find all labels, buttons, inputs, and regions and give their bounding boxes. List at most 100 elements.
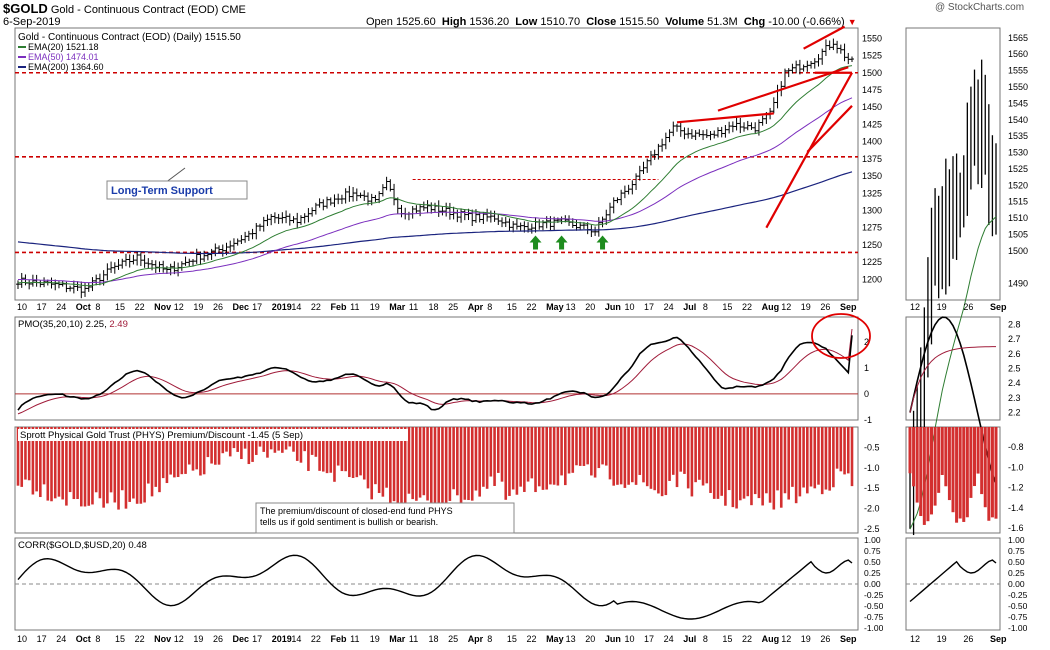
watermark: @ StockCharts.com — [935, 2, 1025, 13]
phys-bar — [724, 427, 727, 506]
phys-tick-label: -1.0 — [864, 463, 880, 473]
phys-bar — [333, 427, 336, 482]
phys-tick-label: -1.5 — [864, 483, 880, 493]
price-tick-label: 1550 — [862, 33, 882, 43]
x-tick-label: Apr — [468, 302, 484, 312]
phys-bar — [94, 427, 98, 493]
phys-bar — [638, 427, 642, 475]
x-tick-label: 19 — [801, 634, 811, 644]
phys-bar — [511, 427, 515, 490]
trend-line — [803, 25, 846, 50]
inset-phys-bar — [930, 427, 933, 515]
phys-bar — [83, 427, 87, 507]
phys-bar — [16, 427, 20, 486]
low-label: Low — [515, 16, 538, 28]
phys-bar — [143, 427, 146, 503]
phys-bar — [370, 427, 374, 500]
phys-bar — [441, 427, 444, 508]
phys-bar — [433, 427, 437, 506]
panel-pmo — [14, 316, 859, 421]
phys-bar — [344, 427, 347, 472]
x-tick-label: 17 — [644, 634, 654, 644]
exchange: CME — [221, 4, 246, 16]
phys-bar — [396, 427, 400, 504]
phys-bar — [720, 427, 723, 496]
phys-bar — [802, 427, 805, 488]
phys-bar — [485, 427, 489, 489]
corr-tick-label: 0.75 — [864, 546, 881, 556]
corr-tick-label: -0.75 — [864, 612, 884, 622]
legend-entry: EMA(50) 1474.01 — [28, 52, 99, 62]
phys-bar — [355, 427, 359, 478]
phys-bar — [459, 427, 463, 507]
phys-bar — [783, 427, 787, 494]
inset-price-tick: 1535 — [1008, 131, 1028, 141]
x-tick-label: 14 — [291, 634, 301, 644]
inset-price-tick: 1520 — [1008, 180, 1028, 190]
phys-bar — [35, 427, 38, 492]
x-tick-label: 20 — [585, 634, 595, 644]
phys-bar — [683, 427, 686, 474]
phys-bar — [161, 427, 165, 479]
phys-bar — [377, 427, 381, 493]
x-tick-label: 8 — [95, 302, 100, 312]
inset-phys-bar — [983, 427, 987, 508]
corr-tick-label: 0.25 — [864, 568, 881, 578]
x-tick-label: 12 — [174, 302, 184, 312]
instrument-name: Gold - Continuous Contract (EOD) — [50, 4, 219, 16]
x-tick-label: 22 — [311, 302, 321, 312]
inset-pmo-tick: 2.4 — [1008, 378, 1021, 388]
phys-bar — [72, 427, 76, 500]
inset-x-tick-label: 26 — [963, 634, 973, 644]
phys-bar — [746, 427, 750, 497]
inset-phys-bar — [940, 427, 944, 476]
highlight-circle — [811, 313, 871, 359]
phys-bar — [403, 427, 407, 505]
x-tick-label: 19 — [370, 634, 380, 644]
phys-bar — [124, 427, 128, 509]
phys-bar — [381, 427, 385, 497]
phys-bar — [627, 427, 630, 485]
x-tick-label: 24 — [56, 302, 66, 312]
phys-bar — [515, 427, 519, 495]
inset-price-tick: 1500 — [1008, 246, 1028, 256]
inset-corr-tick: -1.00 — [1008, 623, 1028, 633]
x-tick-label: May — [546, 634, 564, 644]
x-tick-label: 12 — [174, 634, 184, 644]
x-tick-label: 17 — [37, 634, 47, 644]
phys-bar — [698, 427, 701, 480]
inset-phys-bar — [951, 427, 955, 513]
phys-bar — [61, 427, 64, 500]
inset-pmo-tick: 2.5 — [1008, 364, 1021, 374]
inset-phys-bar — [944, 427, 948, 487]
x-tick-label: Jun — [605, 634, 621, 644]
price-panel: 1200 1225 1250 1275 1300 1325 1350 1375 1400 1425… — [15, 25, 882, 299]
x-tick-label: 15 — [507, 302, 517, 312]
phys-bar — [660, 427, 664, 497]
price-tick-label: 1425 — [862, 119, 882, 129]
pmo-title: PMO(35,20,10) 2.25, 2.49 — [18, 319, 128, 330]
phys-bar — [496, 427, 500, 473]
corr-tick-label: -0.25 — [864, 590, 884, 600]
x-tick-label: 26 — [820, 302, 830, 312]
x-tick-label: 22 — [135, 302, 145, 312]
phys-bar — [850, 427, 854, 487]
x-tick-label: 22 — [526, 634, 536, 644]
x-tick-label: 22 — [311, 634, 321, 644]
pmo-tick-label: 2 — [864, 337, 869, 347]
phys-annotation-line2: tells us if gold sentiment is bullish or… — [260, 517, 438, 527]
legend-entry: EMA(20) 1521.18 — [28, 42, 99, 52]
x-tick-label: 17 — [37, 302, 47, 312]
phys-bar — [206, 427, 210, 458]
inset-corr-line — [909, 559, 997, 603]
up-arrow-icon — [555, 235, 568, 250]
phys-bar — [109, 427, 113, 493]
phys-bar — [422, 427, 426, 496]
inset-phys-tick: -1.2 — [1008, 483, 1024, 493]
inset-phys-tick: -1.6 — [1008, 523, 1024, 533]
phys-bar — [42, 427, 46, 485]
phys-bar — [202, 427, 206, 475]
phys-bar — [299, 427, 303, 463]
phys-bar — [530, 427, 534, 479]
phys-bar — [556, 427, 560, 486]
